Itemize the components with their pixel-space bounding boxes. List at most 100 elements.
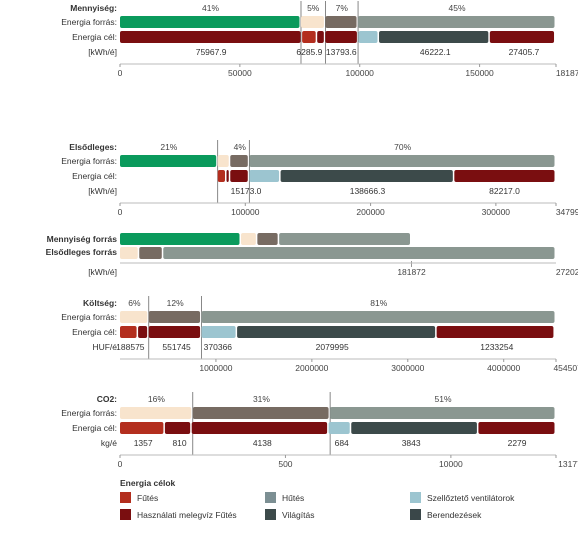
x-tick-label: 0: [118, 68, 123, 78]
source-bar-segment: [230, 155, 248, 167]
row-label-source: Energia forrás:: [61, 408, 117, 418]
purpose-bar-segment: [358, 31, 378, 43]
legend-item: Világítás: [265, 509, 410, 520]
quantity-source-segment: [279, 233, 411, 245]
source-bar-segment: [120, 155, 217, 167]
purpose-bar-segment: [379, 31, 489, 43]
source-bar-segment: [249, 155, 555, 167]
value-label: 1357: [134, 438, 153, 448]
value-label: 138666.3: [350, 186, 386, 196]
x-end-label: 13177: [558, 459, 578, 469]
purpose-bar-segment: [230, 170, 248, 182]
legend-label: Szellőztető ventilátorok: [427, 492, 515, 503]
legend-label: Fűtés: [137, 492, 159, 503]
purpose-bar-segment: [249, 170, 280, 182]
section-title: CO2:: [97, 394, 117, 404]
percent-label: 5%: [307, 3, 320, 13]
primary-source-segment: [139, 247, 162, 259]
unit-label: [kWh/é]: [88, 47, 117, 57]
source-bar-segment: [120, 407, 192, 419]
section-title: Költség:: [83, 298, 117, 308]
row-label-a: Mennyiség forrás: [47, 234, 118, 244]
unit-label: [kWh/é]: [88, 186, 117, 196]
purpose-bar-segment: [164, 422, 191, 434]
purpose-bar-segment: [120, 326, 137, 338]
purpose-bar-segment: [325, 31, 357, 43]
quantity-source-segment: [241, 233, 256, 245]
purpose-bar-segment: [138, 326, 148, 338]
source-bar-segment: [201, 311, 555, 323]
x-tick-label: 0: [118, 459, 123, 469]
legend-label: Világítás: [282, 509, 315, 520]
purpose-bar-segment: [120, 31, 301, 43]
unit-label: [kWh/é]: [88, 267, 117, 277]
percent-label: 7%: [336, 3, 349, 13]
x-end-label: 347993: [556, 207, 578, 217]
legend-label: Hűtés: [282, 492, 305, 503]
value-label: 188575: [116, 342, 145, 352]
value-label: 82217.0: [489, 186, 520, 196]
purpose-bar-segment: [302, 31, 316, 43]
value-label: 13793.6: [326, 47, 357, 57]
x-tick-label: 500: [278, 459, 292, 469]
x-tick-label: 150000: [465, 68, 494, 78]
source-bar-segment: [148, 311, 201, 323]
legend-swatch: [265, 509, 276, 520]
legend-swatch: [120, 492, 131, 503]
legend-item: Használati melegvíz Fűtés: [120, 509, 265, 520]
percent-label: 41%: [202, 3, 219, 13]
percent-label: 45%: [449, 3, 466, 13]
x-tick-label: 50000: [228, 68, 252, 78]
x-tick-label: 2000000: [295, 363, 328, 373]
purpose-bar-segment: [217, 170, 225, 182]
purpose-bar-segment: [120, 422, 164, 434]
purpose-bar-segment: [237, 326, 436, 338]
value-label: 551745: [162, 342, 191, 352]
value-label: 1233254: [480, 342, 513, 352]
primary-source-segment: [163, 247, 555, 259]
unit-label: HUF/é: [92, 342, 117, 352]
value-label: 370366: [204, 342, 233, 352]
legend-items: Fűtés Hűtés Szellőztető ventilátorok Haszná…: [120, 492, 560, 520]
source-bar-segment: [217, 155, 229, 167]
source-bar-segment: [325, 16, 357, 28]
row-label-purpose: Energia cél:: [72, 32, 117, 42]
percent-label: 31%: [253, 394, 270, 404]
legend-item: Fűtés: [120, 492, 265, 503]
percent-label: 21%: [160, 142, 177, 152]
x-tick-label: 3000000: [391, 363, 424, 373]
purpose-bar-segment: [317, 31, 324, 43]
section-title: Mennyiség:: [70, 3, 117, 13]
purpose-bar-segment: [489, 31, 555, 43]
x-mid-label: 181872: [397, 267, 426, 277]
purpose-bar-segment: [201, 326, 236, 338]
primary-source-segment: [120, 247, 138, 259]
value-label: 4138: [253, 438, 272, 448]
legend-item: Szellőztető ventilátorok: [410, 492, 560, 503]
percent-label: 51%: [435, 394, 452, 404]
row-label-purpose: Energia cél:: [72, 423, 117, 433]
x-tick-label: 200000: [356, 207, 385, 217]
source-bar-segment: [358, 16, 555, 28]
row-label-purpose: Energia cél:: [72, 327, 117, 337]
quantity-source-segment: [257, 233, 278, 245]
x-tick-label: 100000: [231, 207, 260, 217]
x-end-label: 181872: [556, 68, 578, 78]
x-tick-label: 10000: [439, 459, 463, 469]
row-label-purpose: Energia cél:: [72, 171, 117, 181]
purpose-bar-segment: [191, 422, 328, 434]
source-bar-segment: [300, 16, 324, 28]
x-tick-label: 100000: [346, 68, 375, 78]
source-bar-segment: [330, 407, 555, 419]
x-end-label: 272025: [556, 267, 578, 277]
x-tick-label: 300000: [482, 207, 511, 217]
quantity-source-segment: [120, 233, 240, 245]
row-label-source: Energia forrás:: [61, 312, 117, 322]
value-label: 810: [172, 438, 186, 448]
x-tick-label: 0: [118, 207, 123, 217]
row-label-b: Elsődleges forrás: [46, 247, 118, 257]
legend-label: Berendezések: [427, 509, 482, 520]
purpose-bar-segment: [478, 422, 555, 434]
purpose-bar-segment: [280, 170, 453, 182]
